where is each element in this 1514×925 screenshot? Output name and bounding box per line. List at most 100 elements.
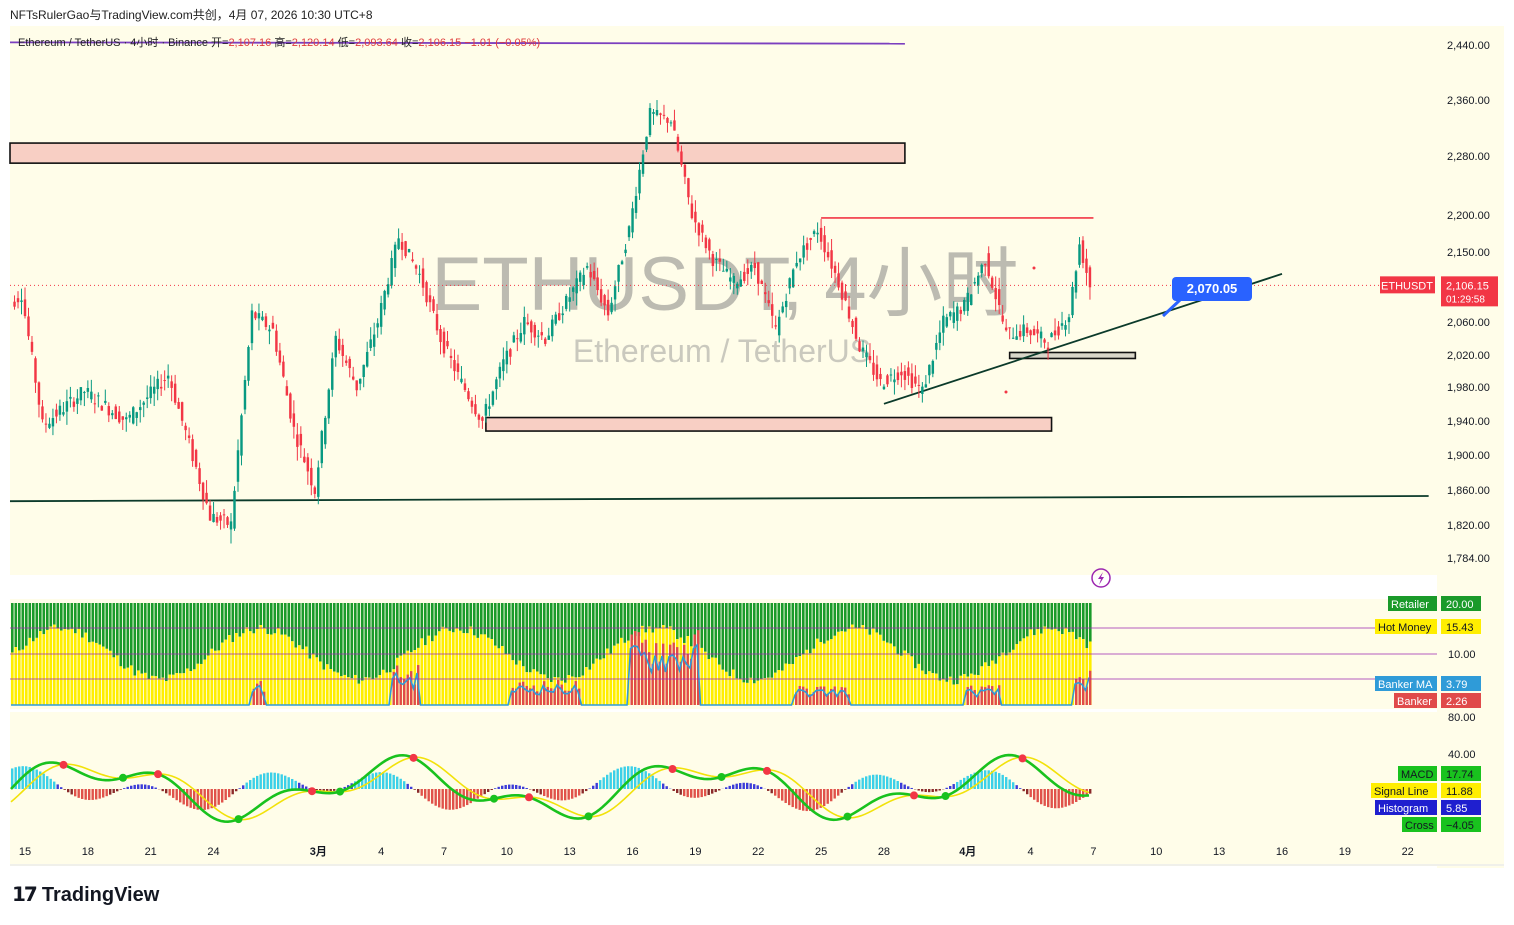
macd-histogram-bar [448,789,451,810]
hot-money-bar [837,631,840,705]
candle-body [708,239,711,251]
banker-bar [966,687,969,705]
macd-histogram-bar [252,777,255,789]
macd-histogram-bar [1029,789,1032,798]
retailer-bar [14,603,18,648]
banker-ma-line [11,643,1090,706]
banker-bar [805,688,808,705]
hot-money-bar [49,626,53,705]
retailer-bar [319,603,322,662]
hot-money-bar [1064,627,1068,705]
retailer-bar [200,603,203,664]
macd-histogram-bar [707,789,710,796]
macd-histogram-bar [518,785,521,789]
candle-body [530,321,533,333]
candle-body [599,289,603,303]
hot-money-bar [879,634,882,705]
legend-low-label: 低= [337,37,356,49]
hot-money-bar [952,684,956,705]
banker-bar [816,687,819,705]
hot-money-bar [735,678,739,705]
tradingview-logo[interactable]: 𝟭𝟳 TradingView [12,882,159,907]
macd-cross-dot [668,765,677,774]
macd-histogram-bar [28,766,31,789]
banker-value-bg [1441,619,1481,634]
candle-body [303,456,306,463]
macd-histogram-bar [1036,789,1039,803]
macd-histogram-bar [326,789,329,792]
price-tick-label: 2,020.00 [1447,350,1490,362]
macd-histogram-bar [1026,789,1029,795]
macd-histogram-bar [301,784,304,789]
candle-body [589,271,592,278]
macd-histogram-bar [938,789,941,791]
hot-money-bar [319,661,322,705]
macd-histogram-bar [935,789,938,792]
hot-money-bar [1029,629,1033,705]
hot-money-bar [14,647,18,705]
candle-body [299,433,303,446]
retailer-bar [693,603,697,649]
hot-money-bar [770,677,774,705]
macd-histogram-bar [851,784,854,789]
hot-money-bar [1012,649,1015,705]
macd-histogram-bar [420,789,423,796]
retailer-bar [81,603,84,638]
candle-body [627,226,631,238]
macd-histogram-bar [1001,774,1004,789]
macd-histogram-bar [956,781,959,789]
hot-money-bar [179,673,182,705]
retailer-bar [851,603,854,625]
candle-body [271,322,275,329]
candle-body [114,406,118,420]
banker-bar [795,692,798,705]
retailer-bar [466,603,469,634]
candle-body [69,396,72,399]
candle-body [442,331,446,354]
banker-bar [641,642,644,705]
macd-histogram-bar [112,789,115,793]
hot-money-bar [368,677,371,705]
macd-histogram-bar [217,789,220,805]
candle-body [474,404,477,415]
candle-body [578,272,582,282]
candle-body [973,282,976,284]
retailer-bar [287,603,291,637]
retailer-bar [256,603,259,629]
candle-body [662,114,666,116]
annotation-pointer [1161,298,1182,318]
candle-body [917,384,921,386]
retailer-bar [105,603,109,649]
retailer-bar [497,603,501,649]
candle-body [355,380,358,391]
candle-body [222,514,226,516]
macd-histogram-bar [760,786,763,789]
candle-body [959,309,962,314]
time-tick-label: 7 [441,846,447,858]
retailer-bar [1050,603,1054,630]
candle-body [781,306,784,313]
banker-bar [662,643,665,705]
macd-histogram-bar [67,789,70,793]
macd-histogram-bar [606,774,609,789]
macd-label-bg [1371,783,1437,798]
banker-bar [823,686,826,705]
time-tick-label: 13 [564,846,576,858]
candle-body [488,406,491,409]
hot-money-bar [868,634,872,705]
candle-body [372,334,376,347]
hot-money-bar [298,645,301,705]
annotation-value: 2,070.05 [1187,281,1238,296]
macd-histogram-bar [396,776,399,789]
candle-body [219,515,222,521]
retailer-bar [130,603,133,666]
hot-money-bar [161,677,165,705]
macd-cross-dot [941,792,950,801]
candle-body [655,110,659,116]
hot-money-bar [53,624,56,705]
macd-histogram-bar [18,766,21,789]
price-tick-label: 1,860.00 [1447,485,1490,497]
macd-histogram-bar [476,789,479,799]
retailer-bar [1082,603,1085,640]
